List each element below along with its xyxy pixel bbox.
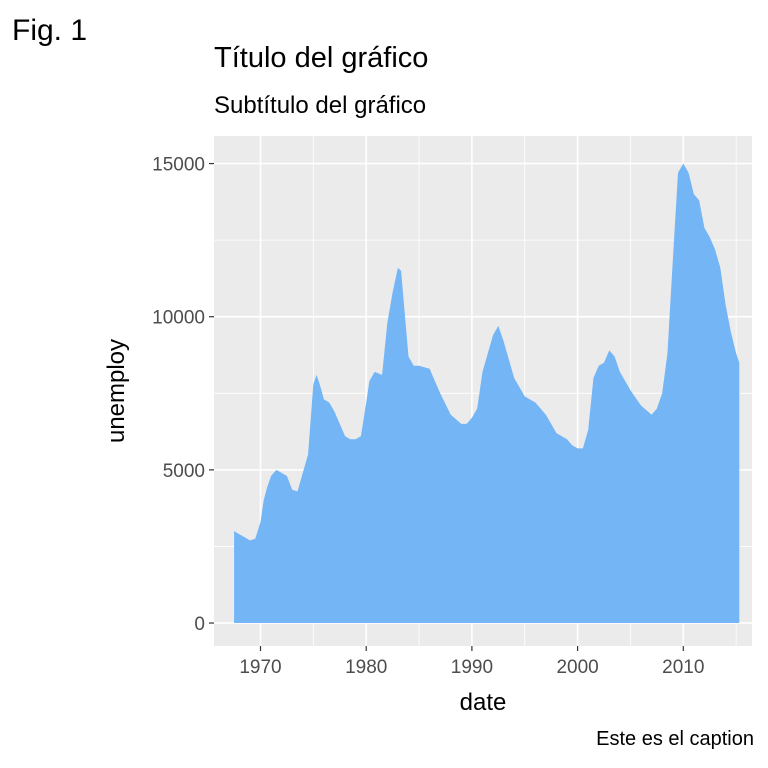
chart-title: Título del gráfico [214, 42, 429, 74]
y-tick-label: 0 [194, 614, 205, 635]
unemploy-area [234, 163, 740, 624]
x-tick-label: 1970 [239, 657, 281, 678]
x-tick-label: 2000 [556, 657, 598, 678]
x-tick-label: 1990 [451, 657, 493, 678]
figure-tag: Fig. 1 [12, 14, 88, 47]
y-tick-label: 15000 [152, 155, 205, 176]
x-axis-ticks: 1970 1980 1990 2000 2010 [239, 646, 704, 678]
chart-caption: Este es el caption [596, 728, 754, 750]
y-axis-title: unemploy [103, 339, 130, 443]
chart-subtitle: Subtítulo del gráfico [214, 92, 427, 119]
x-tick-label: 1980 [345, 657, 387, 678]
y-axis-ticks: 0 5000 10000 15000 [152, 155, 214, 635]
x-axis-title: date [460, 689, 507, 716]
x-tick-label: 2010 [662, 657, 704, 678]
y-tick-label: 10000 [152, 308, 205, 329]
y-tick-label: 5000 [163, 461, 205, 482]
